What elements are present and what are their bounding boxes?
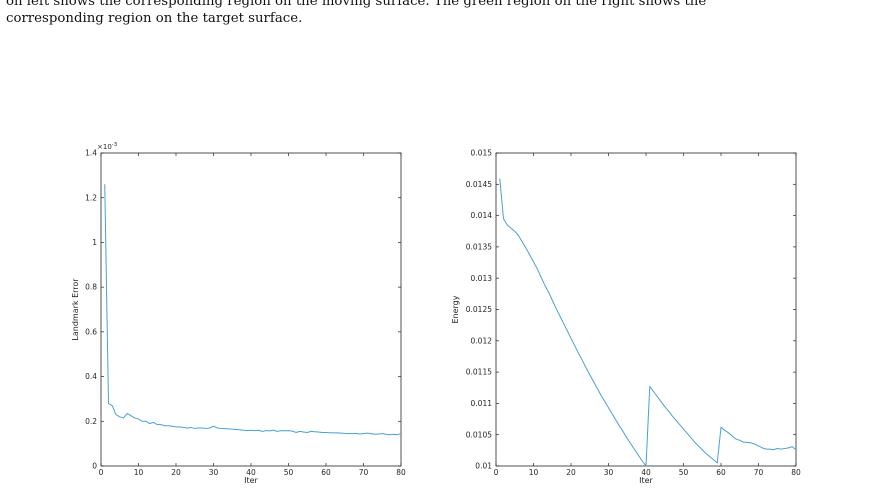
- x-tick-label: 80: [396, 468, 406, 477]
- x-tick-label: 70: [359, 468, 369, 477]
- y-tick-label: 0.0135: [466, 243, 492, 252]
- x-tick-label: 0: [99, 468, 104, 477]
- series-line: [499, 178, 797, 467]
- y-tick-label: 0.014: [471, 211, 493, 220]
- y-exponent-power: -3: [112, 142, 118, 148]
- x-tick-label: 20: [171, 468, 181, 477]
- y-tick-label: 0.0145: [466, 180, 492, 189]
- x-tick-label: 40: [641, 468, 651, 477]
- y-tick-label: 0.2: [85, 417, 97, 426]
- y-tick-label: 0.6: [85, 327, 97, 336]
- y-tick-label: 0.0125: [466, 305, 492, 314]
- y-tick-label: 0.0115: [466, 368, 492, 377]
- y-exponent-base: ×10: [97, 143, 112, 151]
- x-tick-label: 20: [566, 468, 576, 477]
- plot-area-frame: [100, 152, 402, 467]
- chart-1: 0 10 20 30 40 50 60 70 80 0 0.2 0.4 0.6 0.8 1 1.2 1.4×10…: [71, 142, 406, 485]
- y-tick-label: 1: [92, 238, 97, 247]
- x-axis-label: Iter: [639, 476, 653, 485]
- x-tick-label: 0: [494, 468, 499, 477]
- y-axis-label: Energy: [451, 295, 460, 323]
- y-tick-label: 1.4: [85, 149, 97, 158]
- y-tick-label: 1.2: [85, 193, 97, 202]
- figure-caption: on left shows the corresponding region o…: [6, 0, 868, 27]
- chart-2: 0 10 20 30 40 50 60 70 80 0.01 0.0105 0.011 0.0115 0.…: [451, 149, 801, 485]
- x-axis-label: Iter: [244, 476, 258, 485]
- y-tick-label: 0.01: [475, 462, 492, 471]
- y-tick-label: 0.015: [471, 149, 493, 158]
- x-tick-label: 50: [679, 468, 689, 477]
- x-tick-label: 80: [791, 468, 801, 477]
- x-tick-label: 40: [246, 468, 256, 477]
- series-line: [104, 184, 402, 436]
- y-tick-label: 0.012: [471, 336, 493, 345]
- x-tick-label: 60: [321, 468, 331, 477]
- plot-area-frame: [495, 152, 797, 467]
- y-tick-label: 0.011: [471, 399, 493, 408]
- x-tick-label: 50: [284, 468, 294, 477]
- x-tick-label: 60: [716, 468, 726, 477]
- caption-line-2: corresponding region on the target surfa…: [6, 11, 303, 26]
- y-tick-label: 0.8: [85, 283, 97, 292]
- x-tick-label: 70: [754, 468, 764, 477]
- y-tick-label: 0.013: [471, 274, 493, 283]
- x-tick-label: 30: [209, 468, 219, 477]
- caption-line-1: on left shows the corresponding region o…: [6, 0, 707, 9]
- y-tick-label: 0.0105: [466, 430, 492, 439]
- x-tick-label: 10: [134, 468, 144, 477]
- x-tick-label: 30: [604, 468, 614, 477]
- x-tick-label: 10: [529, 468, 539, 477]
- y-tick-label: 0.4: [85, 372, 97, 381]
- y-tick-label: 0: [92, 462, 97, 471]
- y-axis-label: Landmark Error: [71, 278, 80, 341]
- y-exponent-label: ×10-3: [97, 142, 118, 151]
